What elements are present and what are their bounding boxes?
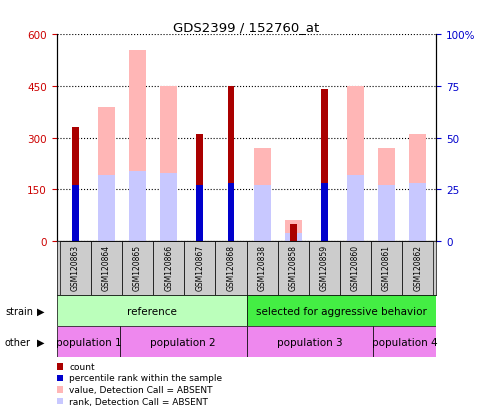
Bar xyxy=(57,326,120,357)
Bar xyxy=(215,242,246,295)
Text: rank, Detection Call = ABSENT: rank, Detection Call = ABSENT xyxy=(69,396,208,406)
Bar xyxy=(284,233,302,242)
Bar xyxy=(184,242,215,295)
Bar xyxy=(129,50,146,242)
Bar xyxy=(278,242,309,295)
Bar xyxy=(321,90,328,242)
Bar xyxy=(246,295,436,326)
Text: population 3: population 3 xyxy=(277,337,343,347)
Bar xyxy=(290,224,297,242)
Text: strain: strain xyxy=(5,306,33,316)
Bar xyxy=(284,221,302,242)
Bar xyxy=(72,128,79,242)
Bar xyxy=(371,242,402,295)
Bar xyxy=(409,184,426,242)
Bar xyxy=(378,186,395,242)
Text: GSM120861: GSM120861 xyxy=(382,244,391,290)
Text: GSM120858: GSM120858 xyxy=(289,244,298,290)
Text: selected for aggressive behavior: selected for aggressive behavior xyxy=(256,306,427,316)
Bar xyxy=(253,149,271,242)
Bar xyxy=(246,326,373,357)
Text: population 1: population 1 xyxy=(56,337,121,347)
Bar xyxy=(153,242,184,295)
Bar xyxy=(122,242,153,295)
Text: GSM120867: GSM120867 xyxy=(195,244,204,290)
Text: GSM120866: GSM120866 xyxy=(164,244,173,290)
Text: percentile rank within the sample: percentile rank within the sample xyxy=(69,373,222,382)
Bar xyxy=(98,176,115,242)
Bar xyxy=(196,135,203,242)
Bar xyxy=(196,186,203,242)
Bar xyxy=(340,242,371,295)
Bar xyxy=(321,184,328,242)
Text: GSM120859: GSM120859 xyxy=(320,244,329,290)
Text: reference: reference xyxy=(127,306,176,316)
Bar xyxy=(228,184,234,242)
Bar xyxy=(409,135,426,242)
Text: GSM120864: GSM120864 xyxy=(102,244,111,290)
Text: ▶: ▶ xyxy=(37,337,44,347)
Bar xyxy=(72,186,79,242)
Text: count: count xyxy=(69,362,95,371)
Text: GSM120838: GSM120838 xyxy=(257,244,267,290)
Bar xyxy=(402,242,433,295)
Text: ▶: ▶ xyxy=(37,306,44,316)
Text: GSM120865: GSM120865 xyxy=(133,244,142,290)
Bar xyxy=(129,171,146,242)
Text: value, Detection Call = ABSENT: value, Detection Call = ABSENT xyxy=(69,385,212,394)
Bar xyxy=(160,87,177,242)
Bar xyxy=(253,186,271,242)
Bar xyxy=(347,87,364,242)
Text: GSM120863: GSM120863 xyxy=(71,244,80,290)
Bar xyxy=(91,242,122,295)
Bar xyxy=(228,87,234,242)
Text: GSM120862: GSM120862 xyxy=(413,244,422,290)
Bar xyxy=(373,326,436,357)
Bar xyxy=(309,242,340,295)
Text: GSM120860: GSM120860 xyxy=(351,244,360,290)
Bar xyxy=(246,242,278,295)
Bar xyxy=(160,173,177,242)
Title: GDS2399 / 152760_at: GDS2399 / 152760_at xyxy=(174,21,319,34)
Text: other: other xyxy=(5,337,31,347)
Bar xyxy=(60,242,91,295)
Bar xyxy=(120,326,246,357)
Text: population 4: population 4 xyxy=(372,337,437,347)
Text: population 2: population 2 xyxy=(150,337,216,347)
Text: GSM120868: GSM120868 xyxy=(226,244,236,290)
Bar xyxy=(347,176,364,242)
Bar xyxy=(98,107,115,242)
Bar xyxy=(57,295,246,326)
Bar xyxy=(378,149,395,242)
